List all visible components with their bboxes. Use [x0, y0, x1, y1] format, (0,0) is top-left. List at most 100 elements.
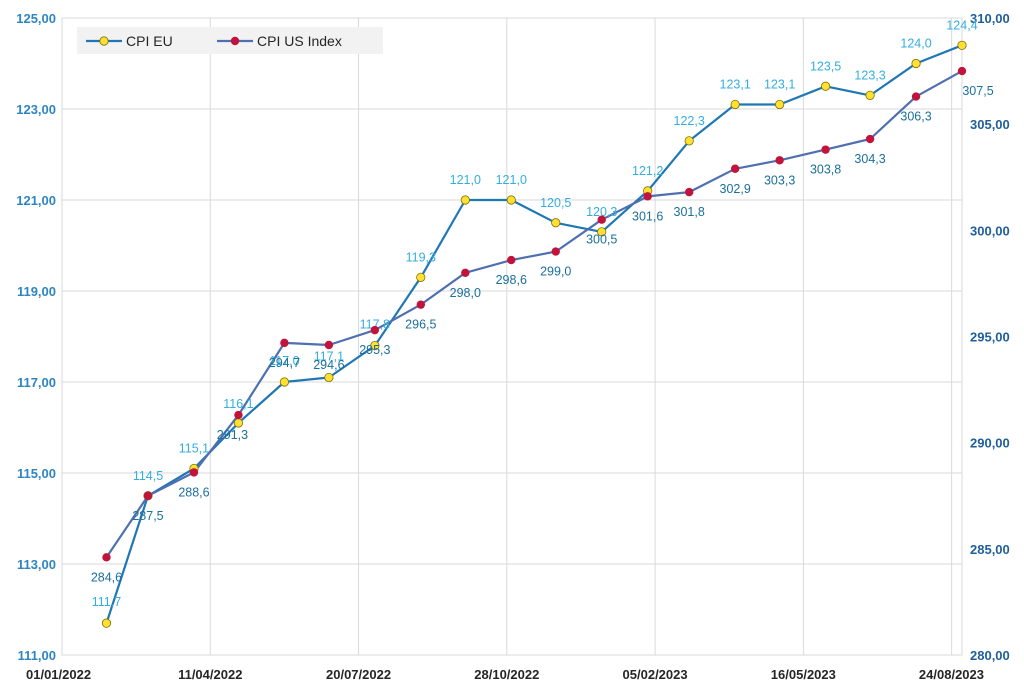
x-tick-label: 24/08/2023: [919, 667, 984, 682]
data-label-cpi-us: 295,3: [359, 343, 390, 357]
data-point-cpi-us: [865, 134, 875, 144]
data-point-cpi-eu: [324, 372, 334, 383]
y-left-tick-label: 117,00: [17, 375, 56, 390]
data-label-cpi-eu: 123,3: [854, 68, 885, 82]
data-label-cpi-us: 298,6: [496, 273, 527, 287]
plot-area-border: [61, 17, 963, 656]
data-point-cpi-us: [324, 340, 334, 350]
data-label-cpi-us: 300,5: [586, 233, 617, 247]
data-label-cpi-eu: 121,0: [496, 173, 527, 187]
data-label-cpi-us: 287,5: [132, 509, 163, 523]
data-point-cpi-us: [775, 156, 784, 165]
x-tick-label: 28/10/2022: [474, 667, 539, 682]
y-left-tick-label: 111,00: [18, 648, 56, 663]
data-label-cpi-us: 299,0: [540, 265, 571, 279]
data-label-cpi-eu: 123,1: [764, 77, 795, 91]
data-label-cpi-eu: 123,1: [720, 77, 751, 91]
data-label-cpi-us: 303,3: [764, 173, 795, 187]
data-label-cpi-eu: 124,4: [946, 18, 977, 32]
data-point-cpi-us: [370, 325, 380, 335]
series-line-cpi-us: [105, 70, 963, 558]
data-label-cpi-eu: 120,3: [586, 205, 617, 219]
data-point-cpi-eu: [865, 90, 875, 100]
data-point-cpi-eu: [684, 136, 694, 146]
data-label-cpi-eu: 117,0: [269, 354, 299, 368]
data-label-cpi-eu: 124,0: [900, 37, 931, 51]
y-left-tick-label: 121,00: [16, 193, 56, 208]
data-point-cpi-us: [234, 410, 243, 420]
data-point-cpi-eu: [775, 99, 785, 110]
y-left-tick-label: 119,00: [17, 284, 56, 299]
y-right-tick-label: 280,00: [970, 648, 1010, 663]
x-tick-label: 01/01/2022: [26, 667, 91, 682]
data-point-cpi-eu: [820, 81, 831, 91]
x-tick-label: 11/04/2022: [178, 667, 242, 682]
x-tick-label: 05/02/2023: [623, 667, 688, 682]
data-point-cpi-us: [821, 145, 830, 154]
data-label-cpi-us: 307,5: [962, 84, 993, 98]
data-label-cpi-eu: 122,3: [674, 114, 705, 128]
data-label-cpi-us: 294,6: [313, 358, 344, 372]
data-label-cpi-us: 302,9: [720, 182, 751, 196]
x-tick-label: 16/05/2023: [771, 667, 836, 682]
data-label-cpi-eu: 115,1: [179, 441, 209, 455]
legend-marker-cpi-eu: [99, 36, 109, 46]
y-right-tick-label: 290,00: [970, 436, 1010, 451]
data-point-cpi-us: [643, 192, 652, 201]
data-label-cpi-eu: 121,0: [450, 173, 481, 187]
x-tick-label: 20/07/2022: [326, 667, 391, 682]
data-label-cpi-us: 294,7: [269, 356, 300, 370]
legend-label-cpi-eu: CPI EU: [126, 33, 173, 49]
data-label-cpi-us: 306,3: [900, 110, 931, 124]
data-label-cpi-us: 298,0: [450, 286, 481, 300]
legend-label-cpi-us: CPI US Index: [257, 33, 342, 49]
data-label-cpi-us: 303,8: [810, 163, 841, 177]
data-point-cpi-us: [684, 187, 694, 197]
data-point-cpi-eu: [506, 195, 516, 205]
data-label-cpi-eu: 117,8: [360, 318, 390, 332]
data-point-cpi-us: [416, 300, 426, 309]
data-label-cpi-us: 301,6: [632, 209, 663, 223]
data-label-cpi-eu: 120,5: [540, 196, 571, 210]
y-right-tick-label: 285,00: [970, 542, 1010, 557]
y-left-tick-label: 125,00: [16, 11, 56, 26]
data-point-cpi-eu: [597, 227, 607, 237]
y-left-tick-label: 113,00: [17, 557, 56, 572]
data-label-cpi-us: 304,3: [854, 152, 885, 166]
data-point-cpi-eu: [460, 195, 470, 205]
series-line-cpi-eu: [105, 44, 963, 624]
data-point-cpi-eu: [730, 99, 740, 110]
data-point-cpi-us: [189, 468, 199, 477]
data-point-cpi-us: [957, 66, 967, 76]
legend-marker-cpi-us: [230, 36, 240, 46]
y-left-tick-label: 115,00: [17, 466, 56, 481]
data-label-cpi-eu: 117,1: [314, 349, 344, 363]
y-right-tick-label: 305,00: [970, 117, 1010, 132]
y-right-tick-label: 300,00: [970, 223, 1010, 238]
y-left-tick-label: 123,00: [16, 102, 56, 117]
data-point-cpi-us: [102, 553, 111, 562]
data-point-cpi-us: [280, 338, 289, 348]
data-point-cpi-eu: [957, 40, 967, 50]
data-label-cpi-us: 301,8: [674, 205, 705, 219]
data-label-cpi-eu: 121,2: [632, 164, 663, 178]
data-point-cpi-eu: [551, 218, 561, 228]
data-point-cpi-eu: [233, 418, 244, 428]
data-point-cpi-us: [507, 255, 516, 265]
data-label-cpi-us: 296,5: [405, 318, 436, 332]
data-label-cpi-eu: 123,5: [810, 59, 841, 73]
data-label-cpi-eu: 116,1: [223, 397, 253, 411]
data-point-cpi-eu: [370, 340, 380, 351]
data-label-cpi-eu: 114,5: [133, 469, 163, 483]
data-point-cpi-us: [730, 164, 740, 173]
data-label-cpi-us: 288,6: [178, 485, 209, 499]
data-point-cpi-eu: [416, 272, 426, 282]
data-point-cpi-eu: [101, 618, 112, 628]
data-point-cpi-us: [597, 215, 606, 224]
data-label-cpi-us: 284,6: [91, 570, 122, 584]
data-label-cpi-eu: 111,7: [92, 595, 121, 609]
y-right-tick-label: 295,00: [970, 330, 1010, 345]
data-label-cpi-us: 291,3: [217, 428, 248, 442]
